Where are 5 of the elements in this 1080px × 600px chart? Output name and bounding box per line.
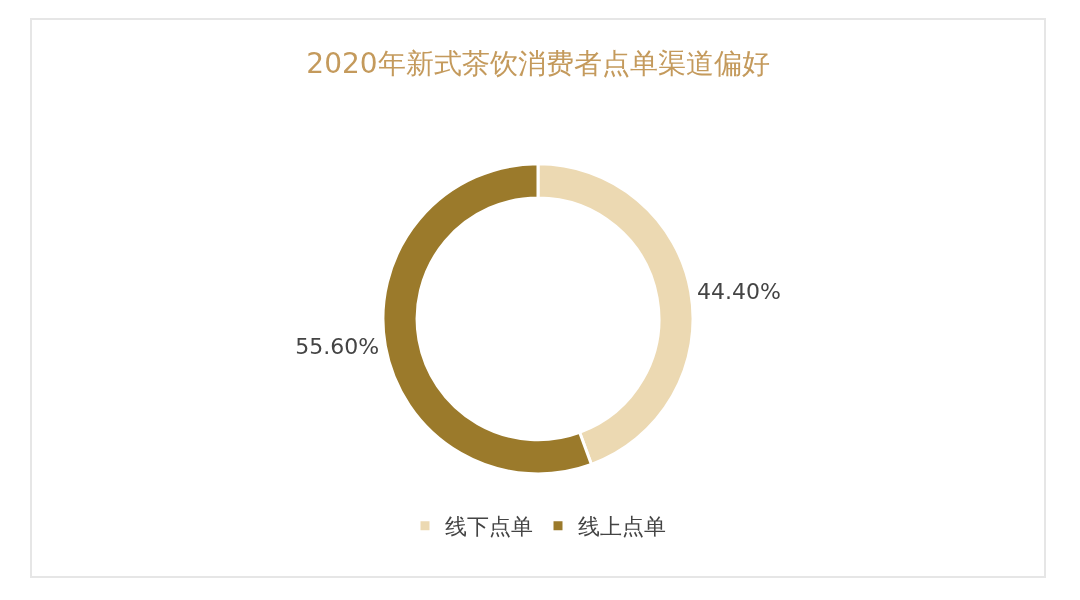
legend-label: 线上点单 — [578, 514, 666, 540]
data-label: 55.60% — [295, 333, 380, 359]
chart-title: 2020年新式茶饮消费者点单渠道偏好 — [306, 46, 770, 80]
legend-label: 线下点单 — [445, 514, 533, 540]
data-label: 44.40% — [696, 278, 781, 304]
